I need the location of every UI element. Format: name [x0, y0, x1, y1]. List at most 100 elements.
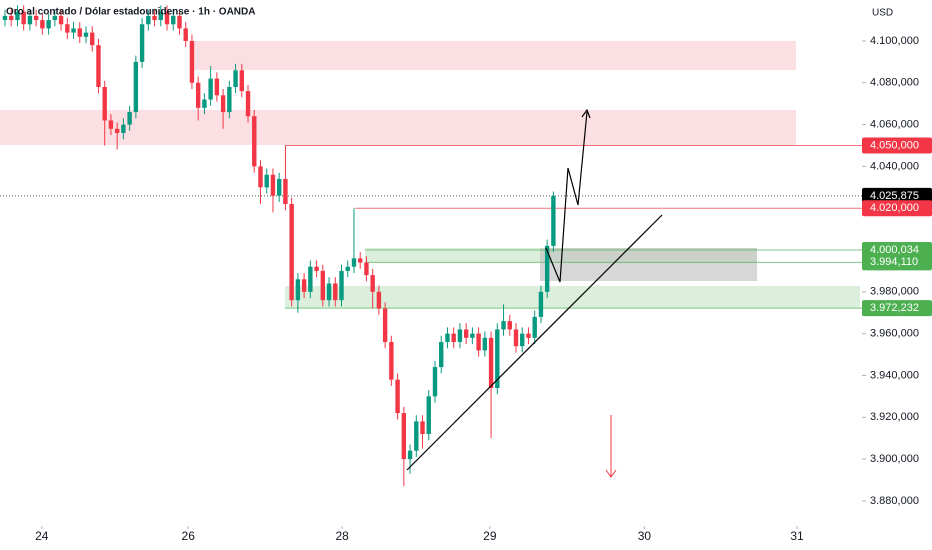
candle-body — [401, 413, 407, 460]
price-label: 4.025,875 — [870, 190, 919, 202]
candle-body — [202, 99, 207, 108]
y-tick-label: 4.060,000 — [870, 118, 919, 130]
candle-body — [146, 15, 151, 25]
candle-body — [314, 266, 319, 271]
candle-body — [90, 32, 95, 46]
candle-body — [414, 421, 419, 451]
candle-body — [258, 166, 263, 188]
candle-body — [551, 195, 556, 246]
candle-body — [358, 258, 363, 263]
candle-body — [270, 174, 276, 196]
candle-body — [276, 178, 282, 196]
candle-body — [21, 11, 26, 25]
candle-body — [15, 11, 20, 21]
price-label: 4.000,034 — [870, 244, 919, 256]
candle-body — [27, 15, 33, 25]
levels — [0, 144, 862, 309]
candle-body — [121, 124, 126, 133]
resistance-zone — [190, 41, 796, 70]
x-tick-label: 31 — [790, 529, 804, 543]
candle-body — [77, 28, 82, 37]
candle-body — [239, 70, 244, 92]
candle-body — [320, 270, 326, 301]
candle-body — [71, 28, 76, 33]
price-label-box — [862, 300, 932, 317]
candle-body — [501, 321, 506, 330]
x-tick-label: 28 — [335, 529, 349, 543]
trendline — [406, 214, 663, 471]
projection-path — [545, 111, 588, 283]
candle-body — [208, 78, 213, 100]
candle-body — [532, 316, 537, 338]
price-label-box — [862, 137, 932, 154]
candle-body — [301, 279, 307, 292]
candle-body — [133, 61, 139, 113]
candle-body — [364, 262, 369, 276]
candle-body — [171, 15, 176, 25]
candle-body — [488, 337, 494, 388]
y-tick-label: 4.100,000 — [870, 35, 919, 47]
candle-body — [339, 270, 344, 301]
candle-body — [451, 333, 456, 342]
candle-body — [389, 341, 394, 380]
candle-body — [214, 78, 220, 96]
price-label-box — [862, 241, 932, 258]
candle-body — [482, 337, 488, 351]
down-arrow-head — [605, 469, 617, 478]
candle-body — [476, 333, 481, 351]
candle-body — [40, 20, 45, 29]
candle-body — [164, 11, 170, 25]
candle-body — [102, 86, 107, 121]
candle-body — [420, 421, 425, 434]
candle-body — [520, 333, 525, 347]
y-tick-label: 4.040,000 — [870, 160, 919, 172]
candle-body — [457, 329, 463, 342]
candle-body — [289, 204, 294, 301]
candle-body — [52, 15, 58, 21]
candle-body — [432, 367, 438, 397]
price-label: 3.972,232 — [870, 302, 919, 314]
candle-body — [463, 329, 469, 338]
candle-body — [295, 279, 301, 301]
candle-body — [382, 308, 388, 342]
candle-body — [220, 95, 226, 113]
price-label: 3.994,110 — [870, 256, 918, 268]
candle-body — [333, 283, 338, 301]
candle-body — [470, 333, 475, 338]
candle-body — [96, 45, 101, 87]
resistance-zone — [0, 110, 796, 145]
candle-body — [426, 396, 431, 434]
candle-body — [370, 275, 375, 292]
candle-body — [195, 82, 201, 108]
candle-body — [395, 379, 400, 414]
x-tick-label: 30 — [638, 529, 652, 543]
candle-body — [177, 15, 182, 29]
candle-body — [9, 15, 14, 21]
candle-body — [183, 28, 188, 41]
candle-body — [326, 283, 332, 301]
candle-body — [227, 86, 232, 113]
candle-body — [2, 15, 8, 21]
candle-body — [526, 333, 531, 338]
candle-body — [264, 174, 269, 188]
candle-body — [114, 128, 120, 133]
price-label: 4.050,000 — [870, 139, 919, 151]
price-axis: 4.100,000 4.080,000 4.060,000 4.040,000 3.98… — [35, 35, 932, 543]
candle-body — [538, 291, 544, 317]
candle-body — [445, 333, 450, 342]
gray-box — [540, 248, 757, 281]
price-label-box — [862, 254, 932, 271]
candle-body — [495, 329, 500, 388]
candle-body — [46, 20, 51, 29]
y-tick-label: 3.880,000 — [870, 495, 919, 507]
candle-body — [345, 266, 350, 271]
chart-title: Oro al contado / Dólar estadounidense · … — [6, 7, 255, 18]
candle-body — [376, 291, 382, 309]
candle-body — [65, 24, 70, 33]
candle-body — [308, 266, 313, 292]
candle-body — [252, 116, 257, 167]
candle-body — [351, 258, 357, 267]
candle-body — [283, 178, 288, 205]
